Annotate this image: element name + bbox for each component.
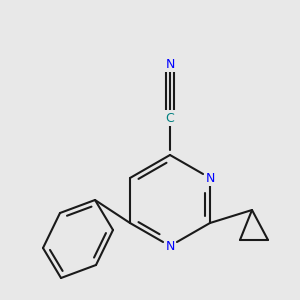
Text: C: C <box>166 112 174 124</box>
Text: N: N <box>165 239 175 253</box>
Text: N: N <box>205 172 215 184</box>
Text: N: N <box>165 58 175 70</box>
